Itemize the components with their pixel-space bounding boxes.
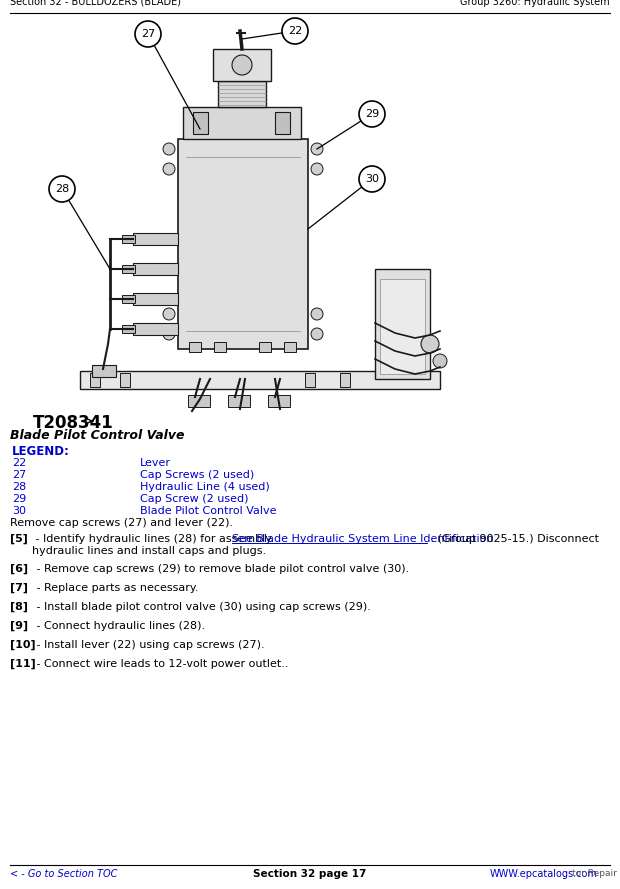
Text: 29: 29 <box>365 109 379 119</box>
Bar <box>90 373 100 387</box>
Bar <box>80 371 440 389</box>
Bar <box>133 233 178 245</box>
Bar <box>284 342 296 352</box>
Text: 30: 30 <box>365 174 379 184</box>
Bar <box>380 279 425 374</box>
Text: . (Group 9025-15.) Disconnect: . (Group 9025-15.) Disconnect <box>427 534 600 544</box>
Text: [11]: [11] <box>10 659 36 669</box>
Bar <box>275 112 290 134</box>
Bar <box>228 395 250 407</box>
Bar <box>268 395 290 407</box>
Text: 22: 22 <box>288 26 302 36</box>
Text: [5]: [5] <box>10 534 28 544</box>
Text: Lever: Lever <box>140 458 171 468</box>
Text: Blade Pilot Control Valve: Blade Pilot Control Valve <box>140 506 277 516</box>
Circle shape <box>163 328 175 340</box>
Circle shape <box>311 328 323 340</box>
Text: WWW.epcatalogs.com: WWW.epcatalogs.com <box>490 869 598 879</box>
Text: [6]: [6] <box>10 564 28 574</box>
Bar <box>305 373 315 387</box>
Bar <box>92 365 116 377</box>
Bar <box>218 81 266 107</box>
Bar <box>133 263 178 275</box>
Bar <box>193 112 208 134</box>
Text: 30: 30 <box>12 506 26 516</box>
Text: 29: 29 <box>12 494 26 504</box>
Text: 28: 28 <box>55 184 69 194</box>
Text: Blade Pilot Control Valve: Blade Pilot Control Valve <box>10 429 185 442</box>
Text: - Identify hydraulic lines (28) for assembly.: - Identify hydraulic lines (28) for asse… <box>32 534 277 544</box>
Circle shape <box>311 143 323 155</box>
Circle shape <box>163 143 175 155</box>
Bar <box>120 373 130 387</box>
Text: 27: 27 <box>141 29 155 39</box>
Text: - Replace parts as necessary.: - Replace parts as necessary. <box>33 583 198 593</box>
Bar <box>178 139 308 349</box>
Text: T208341: T208341 <box>33 414 113 432</box>
Text: - Remove cap screws (29) to remove blade pilot control valve (30).: - Remove cap screws (29) to remove blade… <box>33 564 409 574</box>
Text: [9]: [9] <box>10 621 28 631</box>
Text: Remove cap screws (27) and lever (22).: Remove cap screws (27) and lever (22). <box>10 518 233 528</box>
Bar <box>122 235 135 243</box>
Circle shape <box>359 101 385 127</box>
Bar <box>188 395 210 407</box>
Text: - Install blade pilot control valve (30) using cap screws (29).: - Install blade pilot control valve (30)… <box>33 602 371 612</box>
Text: - Connect wire leads to 12-volt power outlet..: - Connect wire leads to 12-volt power ou… <box>33 659 288 669</box>
Text: Section 32 page 17: Section 32 page 17 <box>254 869 366 879</box>
Text: [10]: [10] <box>10 640 35 650</box>
Bar <box>183 107 301 139</box>
Text: Hydraulic Line (4 used): Hydraulic Line (4 used) <box>140 482 270 492</box>
Text: 22: 22 <box>12 458 26 468</box>
Circle shape <box>311 308 323 320</box>
Text: Group 3260: Hydraulic System: Group 3260: Hydraulic System <box>461 0 610 7</box>
Bar <box>213 49 271 81</box>
Bar <box>122 265 135 273</box>
Text: hydraulic lines and install caps and plugs.: hydraulic lines and install caps and plu… <box>32 546 266 556</box>
Circle shape <box>282 18 308 44</box>
Circle shape <box>433 354 447 368</box>
Circle shape <box>163 163 175 175</box>
Text: [8]: [8] <box>10 602 28 613</box>
Bar <box>259 342 271 352</box>
Text: - Install lever (22) using cap screws (27).: - Install lever (22) using cap screws (2… <box>33 640 265 650</box>
Circle shape <box>135 21 161 47</box>
Bar <box>133 323 178 335</box>
Circle shape <box>232 55 252 75</box>
Bar <box>133 293 178 305</box>
Bar <box>122 295 135 303</box>
Bar <box>375 269 430 379</box>
Text: tor Repair: tor Repair <box>572 869 617 878</box>
Circle shape <box>311 163 323 175</box>
Text: See Blade Hydraulic System Line Identification: See Blade Hydraulic System Line Identifi… <box>232 534 494 544</box>
Circle shape <box>49 176 75 202</box>
Text: [7]: [7] <box>10 583 28 593</box>
Text: 28: 28 <box>12 482 26 492</box>
Circle shape <box>359 166 385 192</box>
Text: Cap Screws (2 used): Cap Screws (2 used) <box>140 470 254 480</box>
Text: < - Go to Section TOC: < - Go to Section TOC <box>10 869 117 879</box>
Text: Cap Screw (2 used): Cap Screw (2 used) <box>140 494 249 504</box>
Bar <box>340 373 350 387</box>
Bar <box>122 325 135 333</box>
Text: LEGEND:: LEGEND: <box>12 445 70 458</box>
Circle shape <box>421 335 439 353</box>
Text: - Connect hydraulic lines (28).: - Connect hydraulic lines (28). <box>33 621 205 631</box>
Bar <box>214 342 226 352</box>
Bar <box>189 342 201 352</box>
Text: Section 32 - BULLDOZERS (BLADE): Section 32 - BULLDOZERS (BLADE) <box>10 0 181 7</box>
Circle shape <box>163 308 175 320</box>
Text: 27: 27 <box>12 470 26 480</box>
